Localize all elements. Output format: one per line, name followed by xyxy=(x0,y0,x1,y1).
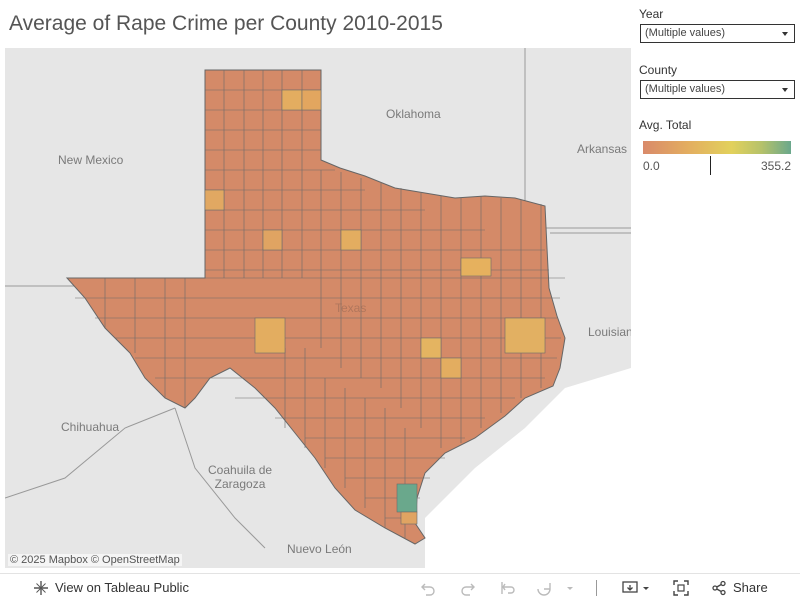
share-button[interactable]: Share xyxy=(733,580,768,595)
fullscreen-icon[interactable] xyxy=(673,580,689,596)
legend-title: Avg. Total xyxy=(639,118,692,132)
choropleth-map[interactable]: Oklahoma New Mexico Arkansas Louisian Ch… xyxy=(5,48,631,568)
county-boundaries xyxy=(67,70,565,538)
highlight-counties[interactable] xyxy=(204,89,546,525)
revert-icon[interactable] xyxy=(500,580,516,596)
legend-max-value: 355.2 xyxy=(760,159,791,173)
year-filter-value: (Multiple values) xyxy=(645,27,726,39)
legend-color-ramp xyxy=(643,141,791,154)
label-coahuila: Coahuila de Zaragoza xyxy=(208,463,273,491)
county-filter-label: County xyxy=(639,63,678,77)
toolbar-divider xyxy=(596,580,597,596)
download-icon[interactable] xyxy=(622,580,638,596)
undo-icon[interactable] xyxy=(420,580,436,596)
gulf-of-mexico xyxy=(425,368,631,568)
tableau-logo-icon[interactable] xyxy=(33,580,49,596)
view-on-tableau-public-link[interactable]: View on Tableau Public xyxy=(55,580,189,595)
label-chihuahua: Chihuahua xyxy=(61,420,120,434)
chevron-down-icon[interactable] xyxy=(565,580,575,596)
redo-icon[interactable] xyxy=(460,580,476,596)
share-icon[interactable] xyxy=(711,580,727,596)
label-louisiana: Louisian xyxy=(588,325,631,339)
chevron-down-icon xyxy=(782,88,788,92)
year-filter-dropdown[interactable]: (Multiple values) xyxy=(640,24,795,43)
label-nuevo-leon: Nuevo León xyxy=(287,542,352,556)
label-new-mexico: New Mexico xyxy=(58,153,124,167)
refresh-icon[interactable] xyxy=(536,580,552,596)
map-canvas[interactable] xyxy=(5,48,631,568)
dashboard-title: Average of Rape Crime per County 2010-20… xyxy=(9,12,443,35)
map-attribution[interactable]: © 2025 Mapbox © OpenStreetMap xyxy=(8,554,182,566)
county-filter-dropdown[interactable]: (Multiple values) xyxy=(640,80,795,99)
label-oklahoma: Oklahoma xyxy=(386,107,441,121)
tableau-toolbar: View on Tableau Public Share xyxy=(0,573,800,600)
year-filter-label: Year xyxy=(639,7,664,21)
county-filter-value: (Multiple values) xyxy=(645,83,726,95)
label-arkansas: Arkansas xyxy=(577,142,628,156)
legend-marker xyxy=(710,156,711,175)
legend-min-value: 0.0 xyxy=(643,159,660,173)
chevron-down-icon[interactable] xyxy=(641,580,651,596)
chevron-down-icon xyxy=(782,32,788,36)
label-texas: Texas xyxy=(335,301,367,315)
